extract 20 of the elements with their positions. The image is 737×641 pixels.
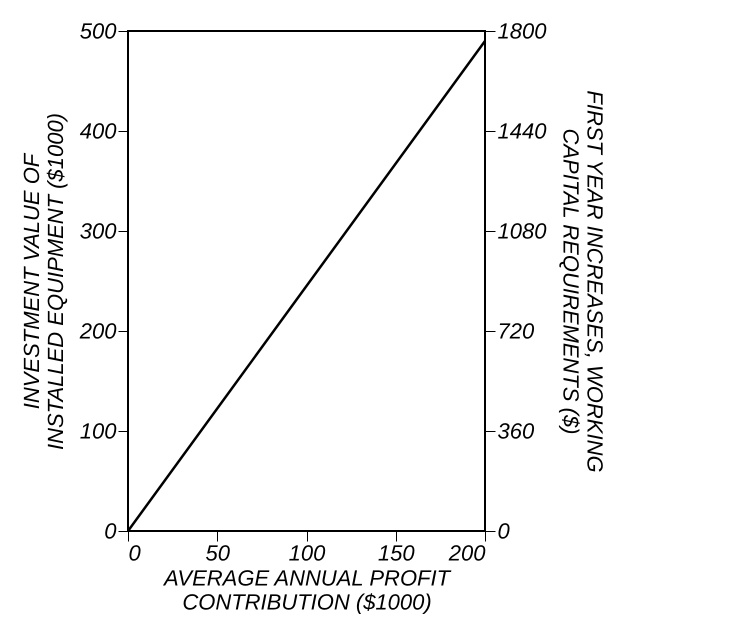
y-tick-label: 300	[80, 218, 118, 244]
x-tick-label: 50	[206, 540, 231, 566]
y-tick-label: 500	[80, 18, 118, 44]
y-tick-label: 100	[80, 418, 118, 444]
x-tick-label: 100	[288, 540, 326, 566]
y2-tick-label: 0	[498, 518, 510, 544]
x-tick-label: 150	[378, 540, 416, 566]
y2-tick-label: 1080	[498, 218, 548, 244]
x-axis-title: AVERAGE ANNUAL PROFIT CONTRIBUTION ($1000)	[162, 566, 452, 614]
x-tick-label: 200	[448, 540, 486, 566]
y-tick-label: 0	[104, 518, 118, 544]
y-axis-title: INVESTMENT VALUE OF INSTALLED EQUIPMENT ($1000)	[18, 112, 68, 450]
y2-tick-label: 360	[498, 418, 535, 444]
y2-tick-label: 1800	[498, 18, 548, 44]
y2-tick-label: 1440	[498, 118, 548, 144]
y2-axis-title: FIRST YEAR INCREASES, WORKING CAPITAL REQUIREMENTS ($)	[558, 90, 608, 473]
y-tick-label: 400	[80, 118, 118, 144]
y-tick-label: 200	[78, 318, 118, 344]
y2-tick-label: 720	[498, 318, 535, 344]
x-tick-label: 0	[128, 540, 142, 566]
